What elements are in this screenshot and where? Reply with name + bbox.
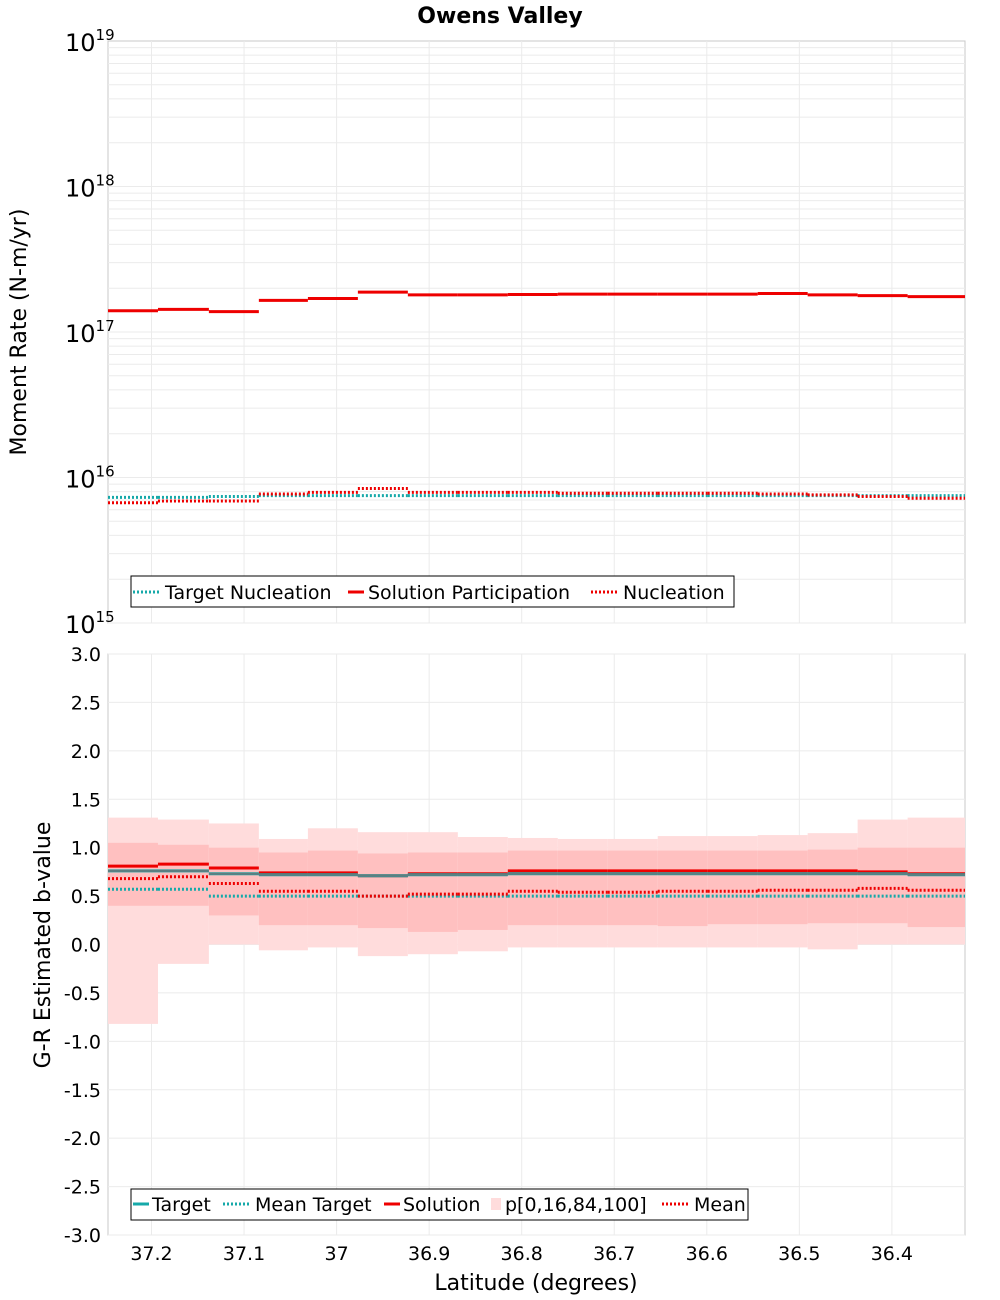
moment-legend-box — [130, 575, 735, 608]
band-inner-bin — [907, 847, 965, 928]
b-value-y-tick-label: -0.5 — [64, 983, 101, 1005]
moment-y-ticks: 1015 1016 1017 1018 1019 — [65, 26, 115, 639]
b-value-y-tick-label: 1.0 — [71, 838, 101, 860]
b-value-y-tick-label: 3.0 — [71, 644, 101, 666]
b-value-y-tick-label: 2.0 — [71, 741, 101, 763]
moment-y-tick-label: 1019 — [65, 26, 115, 57]
band-inner-bin — [258, 852, 308, 926]
legend-label-nucleation: Nucleation — [623, 582, 725, 604]
x-tick-label: 36.7 — [593, 1243, 635, 1265]
moment-series — [108, 290, 965, 505]
legend-label-target: Target — [151, 1194, 211, 1216]
moment-y-tick-label: 1018 — [65, 172, 115, 203]
b-value-y-ticks: 3.0 2.5 2.0 1.5 1.0 0.5 0.0 -0.5 -1.0 -1.5 -2.0 -2.… — [64, 644, 101, 1247]
b-value-y-tick-label: -1.0 — [64, 1031, 101, 1053]
b-value-y-tick-label: -2.0 — [64, 1128, 101, 1150]
legend-swatch-band — [491, 1198, 501, 1210]
band-inner-bin — [807, 849, 858, 924]
band-inner-bin — [307, 850, 358, 926]
band-inner-bin — [208, 847, 259, 916]
legend-label-solution-participation: Solution Participation — [368, 582, 570, 604]
band-inner-bin — [507, 850, 558, 926]
b-value-y-tick-label: 0.0 — [71, 935, 101, 957]
moment-y-axis-label: Moment Rate (N-m/yr) — [7, 209, 32, 456]
legend-label-solution: Solution — [403, 1194, 480, 1216]
moment-y-tick-label: 1016 — [65, 463, 115, 494]
b-value-y-tick-label: 2.5 — [71, 692, 101, 714]
x-tick-label: 37.1 — [223, 1243, 265, 1265]
b-value-y-tick-label: -3.0 — [64, 1225, 101, 1247]
moment-rate-panel: 1015 1016 1017 1018 1019 Moment Rate (N-m/yr… — [7, 26, 966, 639]
target-line-overlay — [108, 869, 965, 877]
b-value-legend-box — [130, 1188, 749, 1221]
b-value-y-tick-label: -1.5 — [64, 1080, 101, 1102]
solution-participation-line — [108, 290, 965, 314]
moment-grid — [108, 41, 965, 624]
x-tick-label: 36.8 — [501, 1243, 543, 1265]
b-value-legend: Target Mean Target Solution p[0,16,84,10… — [130, 1188, 749, 1221]
band-inner-bin — [108, 842, 158, 906]
moment-y-tick-label: 1017 — [65, 317, 115, 348]
b-value-y-tick-label: 1.5 — [71, 789, 101, 811]
b-value-y-tick-label: 0.5 — [71, 886, 101, 908]
x-tick-label: 36.6 — [686, 1243, 728, 1265]
b-value-percentile-band — [108, 817, 965, 1024]
band-inner-bin — [557, 850, 608, 926]
band-inner-bin — [707, 850, 758, 925]
band-inner-bin — [407, 852, 458, 932]
band-inner-bin — [757, 850, 808, 925]
band-inner-bin — [457, 852, 508, 930]
x-tick-label: 37.2 — [130, 1243, 172, 1265]
latitude-x-ticks: 37.2 37.1 37 36.9 36.8 36.7 36.6 36.5 36.4 — [130, 1243, 913, 1265]
legend-label-mean-target: Mean Target — [255, 1194, 372, 1216]
x-tick-label: 36.4 — [871, 1243, 913, 1265]
band-inner-bin — [607, 850, 658, 926]
moment-legend: Target Nucleation Solution Participation… — [130, 575, 735, 608]
legend-label-band: p[0,16,84,100] — [505, 1194, 647, 1216]
b-value-series — [108, 862, 965, 898]
legend-label-mean: Mean — [694, 1194, 746, 1216]
b-value-y-tick-label: -2.5 — [64, 1177, 101, 1199]
b-value-panel: 3.0 2.5 2.0 1.5 1.0 0.5 0.0 -0.5 -1.0 -1.5 -2.0 -2.… — [31, 644, 966, 1296]
x-tick-label: 36.5 — [778, 1243, 820, 1265]
band-inner-bin — [657, 850, 708, 927]
x-tick-label: 37 — [325, 1243, 349, 1265]
x-axis-label: Latitude (degrees) — [434, 1271, 637, 1296]
b-value-y-axis-label: G-R Estimated b-value — [31, 822, 56, 1069]
nucleation-line — [108, 487, 965, 505]
band-inner-bin — [857, 847, 908, 924]
band-inner-bin — [357, 853, 408, 929]
chart-title: Owens Valley — [417, 4, 582, 29]
legend-label-target-nucleation: Target Nucleation — [164, 582, 332, 604]
moment-y-tick-label: 1015 — [65, 608, 115, 639]
x-tick-label: 36.9 — [408, 1243, 450, 1265]
mean-line — [108, 875, 965, 898]
